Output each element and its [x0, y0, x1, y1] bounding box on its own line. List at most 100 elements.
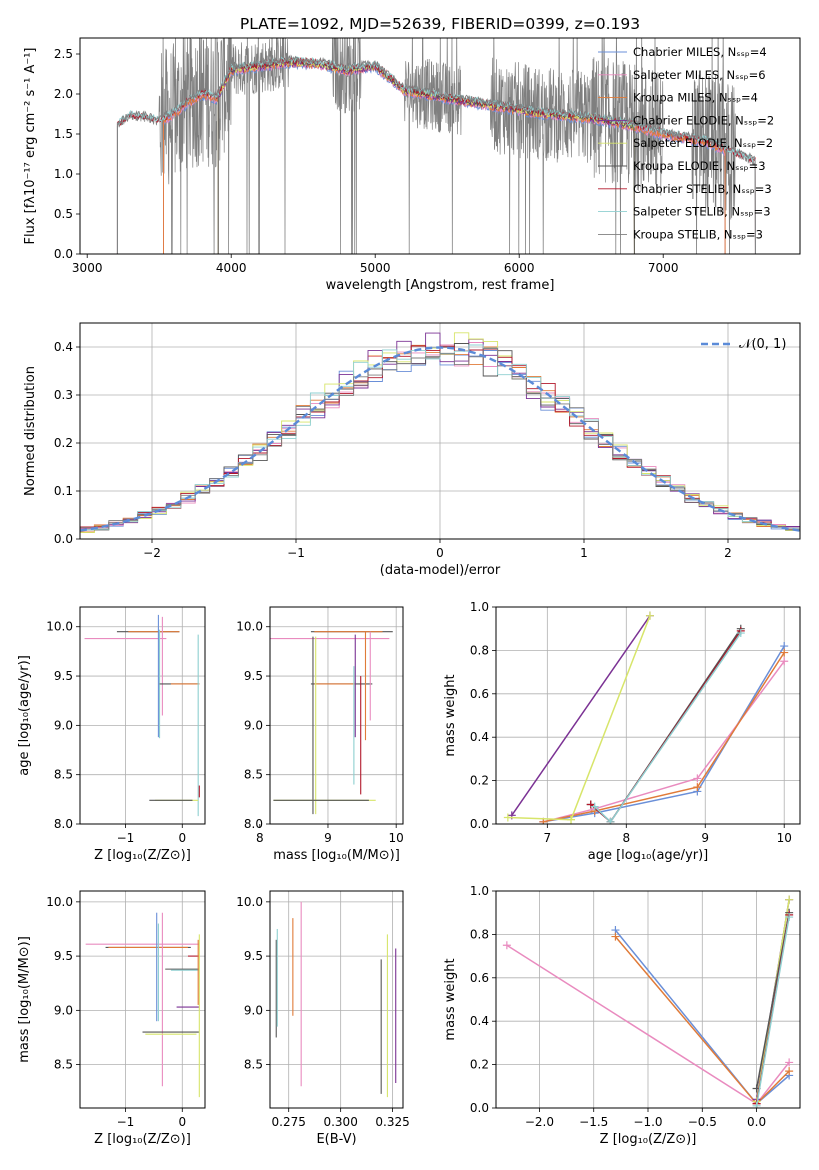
axes-frame [79, 890, 206, 1109]
x-tick-label: −1 [117, 831, 135, 845]
y-tick-label: 2.0 [54, 87, 73, 101]
x-tick-label: 0.275 [272, 1115, 306, 1129]
y-tick-label: 1.0 [470, 600, 489, 614]
weight-point-marker [645, 611, 654, 620]
weight-series-line [511, 615, 651, 816]
plot-area [80, 607, 205, 824]
weight-point-marker [693, 783, 702, 792]
y-tick-label: 0.4 [470, 730, 489, 744]
y-tick-label: 9.0 [244, 718, 263, 732]
y-tick-label: 10.0 [236, 895, 263, 909]
histogram-step [80, 348, 800, 531]
weight-point-marker [785, 913, 794, 922]
x-tick-label: 0 [178, 831, 186, 845]
x-tick-label: 5000 [360, 261, 391, 275]
x-tick-label: 8 [622, 831, 630, 845]
legend-label: Salpeter ELODIE, Nₛₛₚ=2 [633, 136, 773, 150]
y-tick-label: 0.0 [54, 532, 73, 546]
plot-area [80, 891, 205, 1108]
weight-point-marker [502, 941, 511, 950]
panel-age-mass: 8 9 10 8.0 8.5 9.0 9.5 10.0 mass [log₁₀(M/M⊙)] [236, 606, 404, 863]
y-tick-label: 8.0 [54, 817, 73, 831]
y-tick-label: 9.5 [54, 949, 73, 963]
observed-spectrum [117, 38, 756, 254]
legend-label: Kroupa MILES, Nₛₛₚ=4 [633, 91, 758, 105]
x-axis-label: age [log₁₀(age/yr)] [588, 848, 709, 863]
weight-point-marker [606, 817, 615, 824]
x-tick-label: 10 [389, 831, 404, 845]
y-tick-label: 9.5 [54, 669, 73, 683]
axes-frame [79, 37, 801, 255]
legend-label: Salpeter STELIB, Nₛₛₚ=3 [633, 205, 771, 219]
y-tick-label: 0.1 [54, 484, 73, 498]
x-tick-label: 4000 [216, 261, 247, 275]
y-axis-label: mass weight [443, 958, 458, 1040]
panel-age-Z: −1 0 8.0 8.5 9.0 9.5 10.0 Z [log₁₀(Z/Z⊙)] age [l… [17, 606, 206, 863]
axes-frame [269, 890, 404, 1109]
weight-point-marker [736, 629, 745, 638]
y-tick-label: 10.0 [236, 620, 263, 634]
weight-point-marker [611, 932, 620, 941]
legend-label: Chabrier ELODIE, Nₛₛₚ=2 [633, 113, 774, 127]
x-tick-label: 1 [580, 546, 588, 560]
x-axis-label: (data-model)/error [380, 563, 501, 578]
y-tick-label: 9.0 [244, 1003, 263, 1017]
x-tick-label: 0.0 [747, 1115, 766, 1129]
legend-label: 𝒩(0, 1) [739, 337, 786, 352]
x-tick-label: 10 [777, 831, 792, 845]
weight-series-line [507, 816, 572, 821]
x-tick-label: 0 [436, 546, 444, 560]
weight-point-marker [503, 813, 512, 822]
weight-point-marker [785, 895, 794, 904]
x-tick-label: 0 [178, 1115, 186, 1129]
weight-point-marker [785, 1058, 794, 1067]
y-tick-label: 0.8 [470, 643, 489, 657]
y-axis-label: age [log₁₀(age/yr)] [17, 655, 32, 776]
legend-label: Chabrier MILES, Nₛₛₚ=4 [633, 45, 767, 59]
y-tick-label: 8.5 [244, 1058, 263, 1072]
plot-area [270, 891, 403, 1108]
x-tick-label: −1 [117, 1115, 135, 1129]
y-tick-label: 0.0 [54, 247, 73, 261]
x-tick-label: −1 [287, 546, 305, 560]
y-axis-label: Flux [fλ10⁻¹⁷ erg cm⁻² s⁻¹ A⁻¹] [23, 48, 38, 245]
x-tick-label: −2 [143, 546, 161, 560]
weight-point-marker [785, 1067, 794, 1076]
axes-frame [79, 606, 206, 825]
y-tick-label: 0.2 [54, 436, 73, 450]
weight-series-line [570, 615, 651, 820]
y-tick-label: 8.5 [244, 768, 263, 782]
y-tick-label: 10.0 [46, 620, 73, 634]
axes-frame [269, 606, 404, 825]
x-tick-label: 9 [324, 831, 332, 845]
x-tick-label: −1.5 [579, 1115, 608, 1129]
panel-weight-age: 7 8 9 10 0.0 0.2 0.4 0.6 0.8 1.0 age [log₁₀(age/yr… [443, 600, 801, 863]
y-tick-label: 8.5 [54, 1058, 73, 1072]
panel-mass-EBV: 0.275 0.300 0.325 8.5 9.0 9.5 10.0 E(B-V) [236, 890, 410, 1147]
y-tick-label: 8.5 [54, 768, 73, 782]
y-tick-label: 0.4 [470, 1014, 489, 1028]
y-tick-label: 1.0 [54, 167, 73, 181]
x-tick-label: −0.5 [688, 1115, 717, 1129]
legend-label: Salpeter MILES, Nₛₛₚ=6 [633, 68, 766, 82]
plot-area [270, 607, 403, 824]
y-tick-label: 9.0 [54, 718, 73, 732]
y-axis-label: mass [log₁₀(M/M⊙)] [17, 936, 32, 1063]
weight-point-marker [590, 802, 599, 811]
axes-frame [495, 606, 801, 825]
y-tick-label: 10.0 [46, 895, 73, 909]
weight-point-marker [780, 657, 789, 666]
legend: Chabrier MILES, Nₛₛₚ=4 Salpeter MILES, Nₛ… [598, 45, 774, 241]
x-tick-label: −2.0 [525, 1115, 554, 1129]
x-axis-label: Z [log₁₀(Z/Z⊙)] [94, 1132, 191, 1147]
model-series-line [116, 54, 756, 254]
y-tick-label: 0.6 [470, 971, 489, 985]
weight-point-marker [780, 648, 789, 657]
x-tick-label: 0.300 [323, 1115, 357, 1129]
y-tick-label: 0.3 [54, 388, 73, 402]
x-tick-label: 3000 [72, 261, 103, 275]
x-axis-label: Z [log₁₀(Z/Z⊙)] [94, 848, 191, 863]
y-tick-label: 1.5 [54, 127, 73, 141]
plot-area [116, 38, 756, 254]
y-axis-label: Normed distribution [23, 366, 38, 496]
